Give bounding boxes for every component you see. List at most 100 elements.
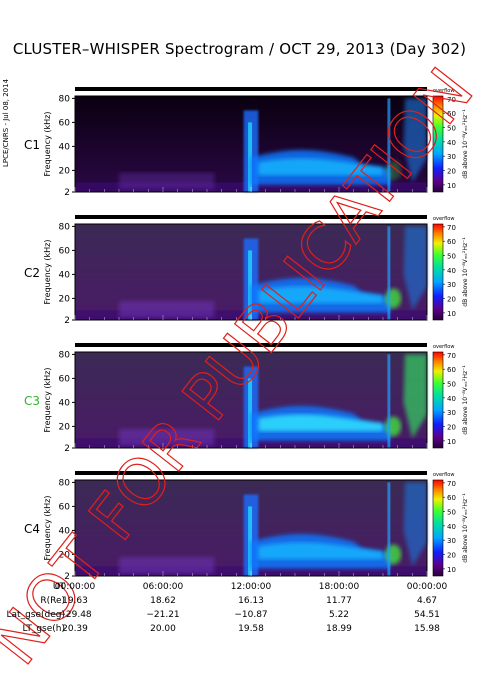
- colorbar-tick-label: 50: [447, 381, 456, 389]
- panel-label: C1: [24, 138, 40, 152]
- panel-label: C3: [24, 394, 40, 408]
- colorbar-header: overflow: [433, 344, 454, 350]
- panel-top-bar: [75, 471, 427, 475]
- spectrogram-panel-c1: 2 20 40 60 80 Frequency (kHz)C1 10 20 30 40 50 60 70…: [24, 87, 469, 198]
- colorbar-tick-label: 20: [447, 296, 456, 304]
- y-axis-label: Frequency (kHz): [43, 112, 52, 177]
- y-tick-label: 20: [59, 294, 71, 304]
- colorbar-tick-label: 40: [447, 139, 456, 147]
- colorbar-tick-label: 70: [447, 224, 456, 232]
- y-axis-label: Frequency (kHz): [43, 368, 52, 433]
- panel-top-bar: [75, 87, 427, 91]
- x-tick-label: 06:00:00: [142, 582, 184, 592]
- ephemeris-value: 20.39: [62, 624, 88, 634]
- colorbar-tick-label: 20: [447, 424, 456, 432]
- ephemeris-label: Lat_gse(deg): [6, 610, 65, 620]
- colorbar-tick-label: 30: [447, 537, 456, 545]
- y-tick-label: 40: [59, 526, 71, 536]
- ephemeris-label: LT_gse(h): [22, 624, 65, 634]
- ephemeris-value: 16.13: [238, 596, 264, 606]
- ephemeris-label: UT: [52, 582, 65, 592]
- y-tick-label: 60: [59, 246, 71, 256]
- colorbar-tick-label: 40: [447, 523, 456, 531]
- colorbar-tick-label: 70: [447, 96, 456, 104]
- y-tick-label: 40: [59, 142, 71, 152]
- y-tick-label: 80: [59, 94, 71, 104]
- ephemeris-value: 19.63: [62, 596, 88, 606]
- colorbar-label: dB above 10⁻⁸Vₘₖ²Hz⁻¹: [462, 493, 469, 563]
- colorbar-gradient: [432, 479, 444, 577]
- colorbar-header: overflow: [433, 472, 454, 478]
- colorbar: 10 20 30 40 50 60 70 overflow dB above 10⁻⁸Vₘₖ²H…: [432, 216, 469, 321]
- colorbar-tick-label: 50: [447, 125, 456, 133]
- panel-label: C2: [24, 266, 40, 280]
- y-tick-label: 60: [59, 374, 71, 384]
- y-tick-label: 20: [59, 422, 71, 432]
- colorbar-tick-label: 50: [447, 509, 456, 517]
- y-tick-label: 60: [59, 118, 71, 128]
- colorbar-tick-label: 20: [447, 552, 456, 560]
- colorbar-tick-label: 60: [447, 110, 456, 118]
- ephemeris-value: 15.98: [414, 624, 440, 634]
- panel-top-bar: [75, 215, 427, 219]
- colorbar-tick-label: 40: [447, 267, 456, 275]
- ephemeris-value: −29.48: [58, 610, 92, 620]
- colorbar-tick-label: 30: [447, 281, 456, 289]
- colorbar-tick-label: 30: [447, 409, 456, 417]
- ephemeris-value: 20.00: [150, 624, 176, 634]
- y-tick-label: 80: [59, 222, 71, 232]
- colorbar-tick-label: 30: [447, 153, 456, 161]
- colorbar-tick-label: 60: [447, 366, 456, 374]
- colorbar-label: dB above 10⁻⁸Vₘₖ²Hz⁻¹: [462, 109, 469, 179]
- colorbar-header: overflow: [433, 216, 454, 222]
- panel-top-bar: [75, 343, 427, 347]
- y-tick-label: 20: [59, 550, 71, 560]
- y-tick-label: 80: [59, 478, 71, 488]
- y-axis-label: Frequency (kHz): [43, 496, 52, 561]
- colorbar-tick-label: 50: [447, 253, 456, 261]
- y-tick-label: 2: [64, 188, 70, 198]
- colorbar-tick-label: 60: [447, 494, 456, 502]
- colorbar-tick-label: 70: [447, 352, 456, 360]
- spectrogram-panel-c3: 2 20 40 60 80 Frequency (kHz)C3 10 20 30 40 50 60 70…: [24, 343, 469, 454]
- colorbar: 10 20 30 40 50 60 70 overflow dB above 10⁻⁸Vₘₖ²H…: [432, 472, 469, 577]
- colorbar-tick-label: 10: [447, 182, 456, 190]
- colorbar-gradient: [432, 223, 444, 321]
- colorbar-tick-label: 10: [447, 566, 456, 574]
- colorbar-tick-label: 20: [447, 168, 456, 176]
- colorbar-tick-label: 60: [447, 238, 456, 246]
- ephemeris-value: 54.51: [414, 610, 440, 620]
- ephemeris-value: 18.62: [150, 596, 176, 606]
- x-tick-label: 00:00:00: [406, 582, 448, 592]
- panel-label: C4: [24, 522, 40, 536]
- ephemeris-value: 5.22: [328, 610, 350, 620]
- colorbar-tick-label: 10: [447, 310, 456, 318]
- y-tick-label: 80: [59, 350, 71, 360]
- x-tick-label: 18:00:00: [318, 582, 360, 592]
- ephemeris-value: 4.67: [416, 596, 438, 606]
- colorbar-label: dB above 10⁻⁸Vₘₖ²Hz⁻¹: [462, 365, 469, 435]
- y-tick-label: 2: [64, 316, 70, 326]
- spectrogram-panel-c2: 2 20 40 60 80 Frequency (kHz)C2 10 20 30 40 50 60 70…: [24, 215, 469, 326]
- colorbar-label: dB above 10⁻⁸Vₘₖ²Hz⁻¹: [462, 237, 469, 307]
- chart-title: CLUSTER–WHISPER Spectrogram / OCT 29, 20…: [12, 40, 467, 58]
- ephemeris-label: R(Re): [40, 596, 65, 606]
- x-tick-label: 12:00:00: [230, 582, 272, 592]
- y-tick-label: 40: [59, 270, 71, 280]
- x-tick-label: 00:00:00: [54, 582, 96, 592]
- colorbar-tick-label: 40: [447, 395, 456, 403]
- ephemeris-value: 19.58: [238, 624, 264, 634]
- ephemeris-value: 11.77: [326, 596, 352, 606]
- y-axis-label: Frequency (kHz): [43, 240, 52, 305]
- y-tick-label: 2: [64, 444, 70, 454]
- spectrogram-panel-c4: 2 20 40 60 80 Frequency (kHz)C4 10 20 30 40 50 60 70…: [24, 471, 469, 582]
- colorbar: 10 20 30 40 50 60 70 overflow dB above 10⁻⁸Vₘₖ²H…: [432, 344, 469, 449]
- colorbar-tick-label: 10: [447, 438, 456, 446]
- ephemeris-value: −21.21: [146, 610, 180, 620]
- colorbar-gradient: [432, 95, 444, 193]
- colorbar-gradient: [432, 351, 444, 449]
- y-tick-label: 2: [64, 572, 70, 582]
- colorbar-header: overflow: [433, 88, 454, 94]
- ephemeris-value: −10.87: [234, 610, 268, 620]
